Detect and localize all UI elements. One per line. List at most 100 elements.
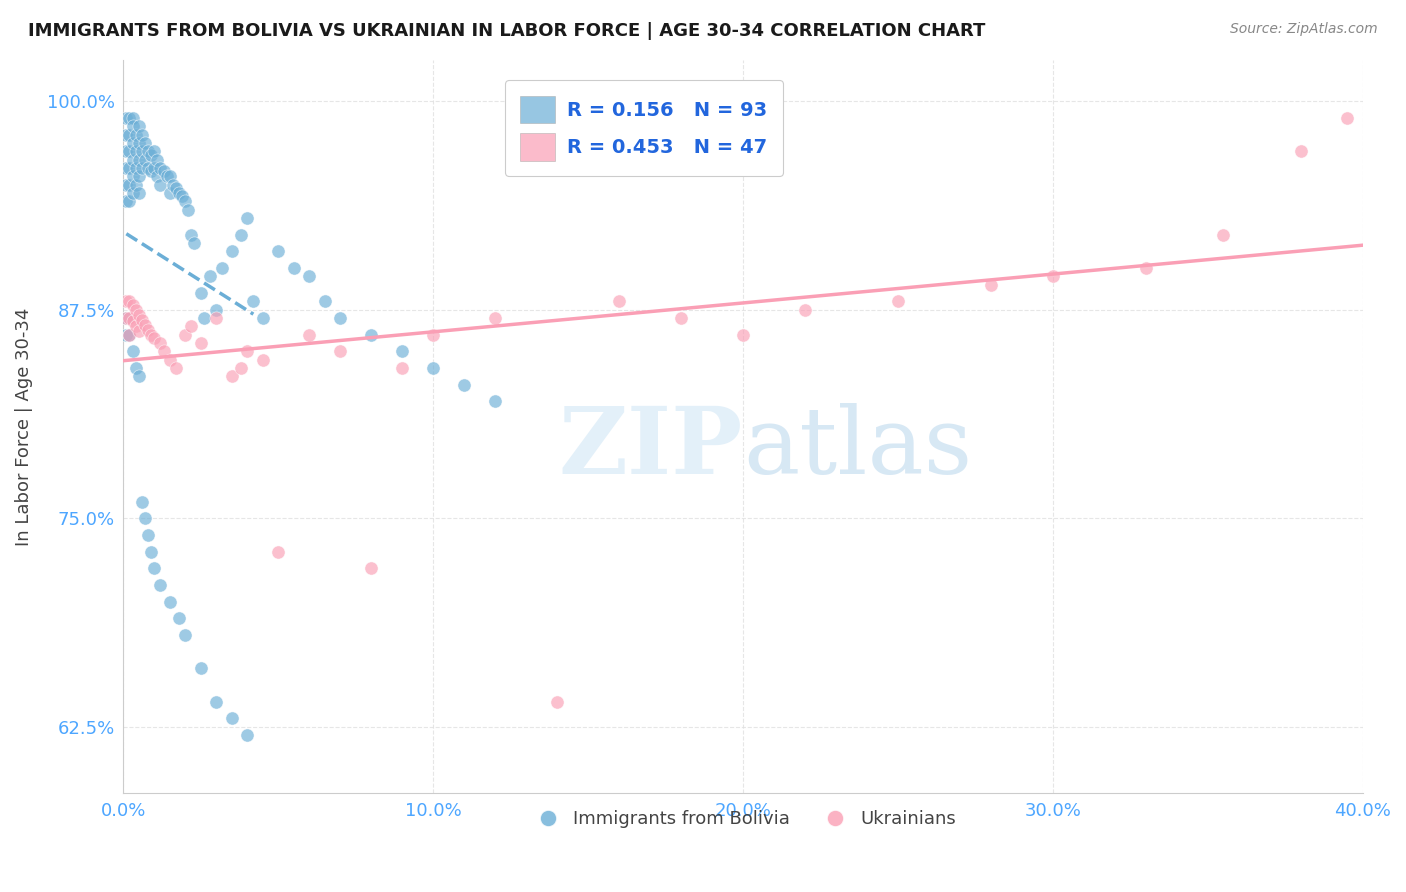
Point <box>149 161 172 175</box>
Point <box>314 294 336 309</box>
Point <box>329 344 352 359</box>
Point <box>128 325 150 339</box>
Point <box>172 189 194 203</box>
Point <box>118 311 141 326</box>
Point <box>128 153 150 167</box>
Point <box>118 161 141 175</box>
Point <box>484 394 506 409</box>
Point <box>128 120 150 134</box>
Point <box>128 136 150 150</box>
Point <box>115 128 138 142</box>
Point <box>134 511 156 525</box>
Y-axis label: In Labor Force | Age 30-34: In Labor Force | Age 30-34 <box>15 307 32 546</box>
Text: Source: ZipAtlas.com: Source: ZipAtlas.com <box>1230 22 1378 37</box>
Point <box>152 344 174 359</box>
Point <box>1135 261 1157 276</box>
Point <box>139 544 162 558</box>
Point <box>128 308 150 322</box>
Point <box>174 628 197 642</box>
Point <box>177 202 200 217</box>
Point <box>422 361 444 376</box>
Point <box>121 344 143 359</box>
Point <box>155 169 177 184</box>
Point <box>252 311 274 326</box>
Point <box>115 178 138 192</box>
Point <box>159 169 181 184</box>
Point <box>136 528 159 542</box>
Point <box>162 178 184 192</box>
Point <box>190 336 212 351</box>
Point <box>118 111 141 125</box>
Point <box>205 695 228 709</box>
Point <box>128 169 150 184</box>
Point <box>980 277 1002 292</box>
Point <box>149 336 172 351</box>
Point <box>298 269 321 284</box>
Point <box>283 261 305 276</box>
Point <box>121 136 143 150</box>
Point <box>131 494 153 508</box>
Point <box>180 319 202 334</box>
Point <box>121 120 143 134</box>
Point <box>242 294 264 309</box>
Text: ZIP: ZIP <box>558 403 742 493</box>
Point <box>124 161 146 175</box>
Point <box>453 377 475 392</box>
Point <box>139 147 162 161</box>
Point <box>211 261 233 276</box>
Point <box>124 145 146 159</box>
Point <box>1336 111 1358 125</box>
Point <box>124 178 146 192</box>
Point <box>329 311 352 326</box>
Point <box>134 318 156 332</box>
Point <box>484 311 506 326</box>
Point <box>298 327 321 342</box>
Point <box>128 186 150 200</box>
Point <box>252 352 274 367</box>
Point <box>267 244 290 259</box>
Point <box>1289 145 1312 159</box>
Point <box>118 145 141 159</box>
Point <box>546 695 568 709</box>
Point <box>607 294 630 309</box>
Point <box>159 352 181 367</box>
Point <box>198 269 221 284</box>
Point <box>115 145 138 159</box>
Point <box>124 302 146 317</box>
Point <box>139 164 162 178</box>
Point <box>124 361 146 376</box>
Point <box>1212 227 1234 242</box>
Point <box>115 194 138 209</box>
Point <box>124 319 146 334</box>
Point <box>190 661 212 675</box>
Point <box>124 128 146 142</box>
Point <box>887 294 910 309</box>
Point <box>118 327 141 342</box>
Point <box>136 145 159 159</box>
Point <box>143 145 166 159</box>
Point <box>121 111 143 125</box>
Point <box>159 594 181 608</box>
Point <box>152 164 174 178</box>
Point <box>143 561 166 575</box>
Point <box>136 161 159 175</box>
Point <box>118 128 141 142</box>
Point <box>167 186 190 200</box>
Point <box>115 327 138 342</box>
Point <box>731 327 754 342</box>
Point <box>221 244 243 259</box>
Point <box>422 327 444 342</box>
Point <box>165 361 187 376</box>
Point <box>134 153 156 167</box>
Point <box>136 323 159 337</box>
Point <box>118 327 141 342</box>
Point <box>115 111 138 125</box>
Point <box>149 178 172 192</box>
Text: atlas: atlas <box>742 403 972 493</box>
Point <box>118 178 141 192</box>
Point <box>190 286 212 301</box>
Point <box>118 194 141 209</box>
Point <box>115 311 138 326</box>
Point <box>159 186 181 200</box>
Point <box>143 331 166 345</box>
